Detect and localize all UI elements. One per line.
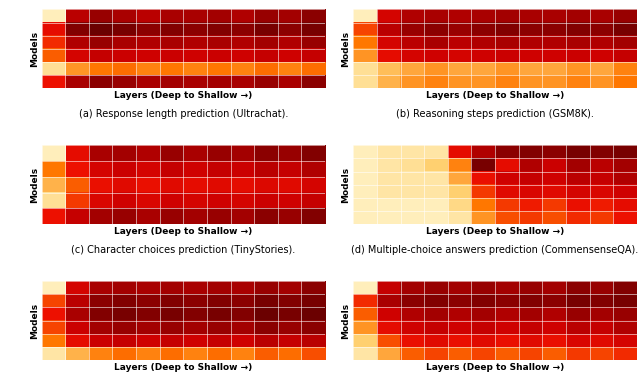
Title: (c) Character choices prediction (TinyStories).: (c) Character choices prediction (TinySt… [71,245,296,255]
Y-axis label: Models: Models [30,303,39,339]
Y-axis label: Models: Models [30,31,39,67]
Y-axis label: Models: Models [30,166,39,203]
X-axis label: Layers (Deep to Shallow →): Layers (Deep to Shallow →) [426,227,564,236]
X-axis label: Layers (Deep to Shallow →): Layers (Deep to Shallow →) [114,363,252,372]
Title: (a) Response length prediction (Ultrachat).: (a) Response length prediction (Ultracha… [79,109,288,119]
X-axis label: Layers (Deep to Shallow →): Layers (Deep to Shallow →) [114,91,252,100]
X-axis label: Layers (Deep to Shallow →): Layers (Deep to Shallow →) [426,91,564,100]
X-axis label: Layers (Deep to Shallow →): Layers (Deep to Shallow →) [426,363,564,372]
X-axis label: Layers (Deep to Shallow →): Layers (Deep to Shallow →) [114,227,252,236]
Y-axis label: Models: Models [342,303,351,339]
Y-axis label: Models: Models [342,31,351,67]
Title: (b) Reasoning steps prediction (GSM8K).: (b) Reasoning steps prediction (GSM8K). [396,109,594,119]
Title: (d) Multiple-choice answers prediction (CommensenseQA).: (d) Multiple-choice answers prediction (… [351,245,639,255]
Y-axis label: Models: Models [342,166,351,203]
